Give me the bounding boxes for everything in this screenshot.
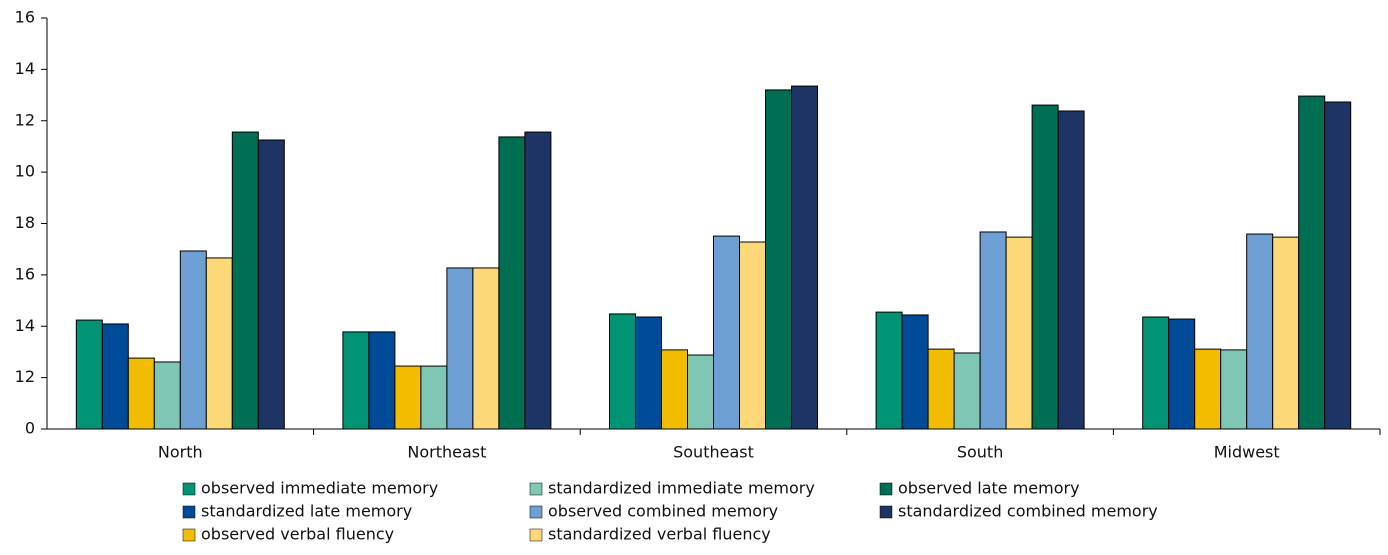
legend-label: observed verbal fluency <box>201 525 394 544</box>
bar <box>979 231 1007 430</box>
x-tick-label: North <box>158 443 203 462</box>
bar <box>1005 236 1033 430</box>
legend-swatch <box>529 528 543 542</box>
bar <box>342 331 370 430</box>
legend-label: observed immediate memory <box>201 479 438 498</box>
y-tick-label: 12 <box>15 110 35 129</box>
legend-swatch <box>182 505 196 519</box>
bar <box>1272 236 1300 430</box>
bar <box>953 352 981 430</box>
bar <box>1194 348 1222 430</box>
bar <box>1057 110 1085 430</box>
y-tick-label: 16 <box>15 264 35 283</box>
bar <box>231 131 259 430</box>
bar <box>446 267 474 430</box>
bar <box>739 241 766 430</box>
bar <box>179 250 207 430</box>
legend-swatch <box>879 505 893 519</box>
bar <box>1220 349 1248 430</box>
bar <box>127 357 155 430</box>
bar <box>498 136 526 430</box>
bar <box>635 316 662 430</box>
bar <box>661 349 688 430</box>
bar <box>257 139 285 430</box>
bar <box>1031 104 1059 430</box>
bar <box>765 89 792 430</box>
legend-label: standardized verbal fluency <box>548 525 771 544</box>
bar <box>101 323 129 430</box>
legend-swatch <box>529 505 543 519</box>
legend-swatch <box>529 482 543 496</box>
bar <box>609 313 636 430</box>
bar <box>394 365 422 430</box>
bar <box>1142 316 1170 430</box>
legend-label: observed combined memory <box>548 502 778 521</box>
bar <box>901 314 929 430</box>
y-tick-label: 10 <box>15 162 35 181</box>
legend-label: standardized combined memory <box>898 502 1158 521</box>
bar <box>524 131 552 430</box>
bar <box>713 235 740 430</box>
bar <box>1246 233 1274 430</box>
bar <box>75 319 103 430</box>
x-tick-label: Northeast <box>407 443 486 462</box>
x-tick-label: Midwest <box>1214 443 1280 462</box>
legend-swatch <box>182 482 196 496</box>
legend-label: standardized late memory <box>201 502 412 521</box>
y-tick-label: 14 <box>15 316 35 335</box>
bar <box>472 267 500 430</box>
bar <box>368 331 396 430</box>
bar <box>791 85 818 430</box>
y-tick-label: 0 <box>25 419 35 438</box>
y-tick-label: 12 <box>15 367 35 386</box>
y-tick-label: 16 <box>15 8 35 27</box>
x-tick-label: South <box>957 443 1004 462</box>
bar <box>1324 101 1352 430</box>
legend-swatch <box>182 528 196 542</box>
bar <box>205 257 233 430</box>
y-tick-label: 14 <box>15 59 35 78</box>
bar <box>927 348 955 430</box>
legend-label: standardized immediate memory <box>548 479 815 498</box>
legend-label: observed late memory <box>898 479 1080 498</box>
y-tick-label: 18 <box>15 213 35 232</box>
bar <box>1298 95 1326 430</box>
bar <box>153 361 181 430</box>
legend-swatch <box>879 482 893 496</box>
bar <box>875 311 903 430</box>
bar <box>1168 318 1196 430</box>
bar <box>687 354 714 430</box>
bar <box>420 365 448 430</box>
x-tick-label: Southeast <box>673 443 754 462</box>
